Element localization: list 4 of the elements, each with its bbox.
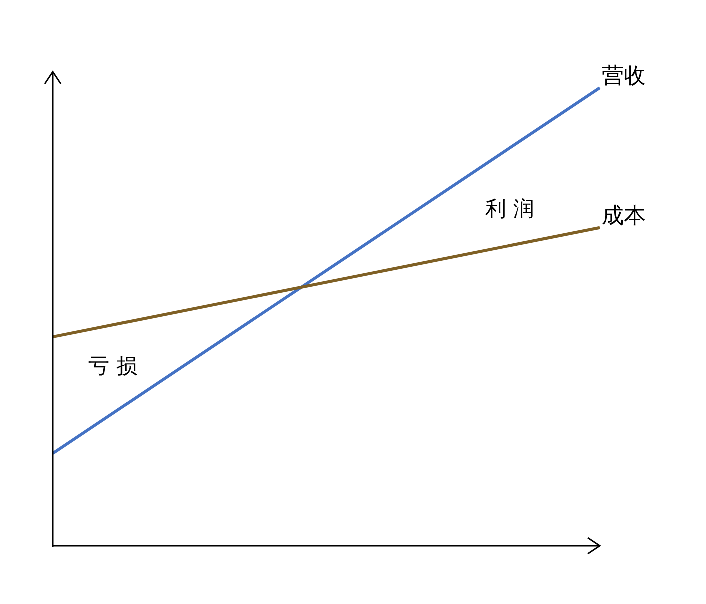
series-label: 营收	[602, 64, 646, 89]
annotation: 利 润	[486, 197, 534, 221]
series-label: 成本	[602, 204, 646, 229]
annotation: 亏 损	[88, 354, 138, 378]
